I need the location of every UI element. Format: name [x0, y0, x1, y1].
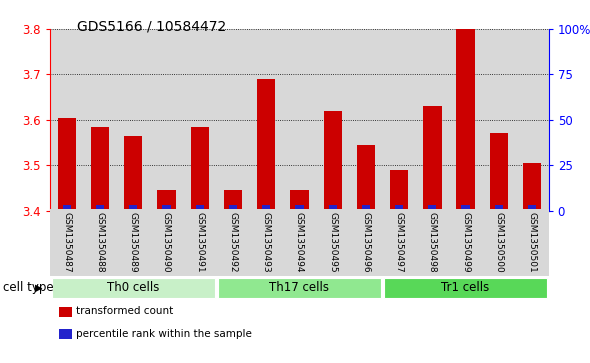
Text: GSM1350489: GSM1350489 [129, 212, 137, 273]
Text: Tr1 cells: Tr1 cells [441, 281, 490, 294]
Text: GSM1350496: GSM1350496 [362, 212, 371, 273]
Bar [158, 190, 176, 211]
Text: cell type: cell type [3, 281, 54, 294]
Text: Th0 cells: Th0 cells [107, 281, 159, 294]
Text: GSM1350492: GSM1350492 [228, 212, 237, 273]
Text: GSM1350491: GSM1350491 [195, 212, 204, 273]
Text: GSM1350501: GSM1350501 [527, 212, 536, 273]
Bar [296, 205, 303, 211]
Bar [162, 205, 171, 211]
Bar [257, 79, 276, 211]
Text: GSM1350488: GSM1350488 [96, 212, 104, 273]
Bar [357, 145, 375, 211]
Bar [457, 29, 475, 211]
Text: GSM1350500: GSM1350500 [494, 212, 503, 273]
Bar [229, 205, 237, 211]
Bar [390, 170, 408, 211]
FancyBboxPatch shape [218, 278, 381, 298]
Bar [262, 205, 270, 211]
Bar [191, 127, 209, 211]
Text: percentile rank within the sample: percentile rank within the sample [76, 329, 251, 339]
Bar [124, 136, 142, 211]
Text: GDS5166 / 10584472: GDS5166 / 10584472 [77, 20, 226, 34]
FancyBboxPatch shape [384, 278, 547, 298]
Text: GSM1350495: GSM1350495 [328, 212, 337, 273]
Text: GSM1350490: GSM1350490 [162, 212, 171, 273]
Text: Th17 cells: Th17 cells [270, 281, 329, 294]
Bar [495, 205, 503, 211]
Bar [423, 106, 441, 211]
Bar [129, 205, 137, 211]
Bar [490, 133, 508, 211]
Text: GSM1350487: GSM1350487 [63, 212, 71, 273]
Bar [428, 205, 437, 211]
Bar [290, 190, 309, 211]
Text: GSM1350497: GSM1350497 [395, 212, 404, 273]
Text: GSM1350494: GSM1350494 [295, 212, 304, 273]
Text: GSM1350499: GSM1350499 [461, 212, 470, 273]
Bar [91, 127, 109, 211]
Bar [523, 163, 541, 211]
FancyBboxPatch shape [52, 278, 215, 298]
Bar [323, 111, 342, 211]
Text: GSM1350493: GSM1350493 [262, 212, 271, 273]
Text: ▶: ▶ [35, 283, 42, 293]
Text: GSM1350498: GSM1350498 [428, 212, 437, 273]
Bar [395, 205, 403, 211]
Bar [58, 118, 76, 211]
Bar [528, 205, 536, 211]
Bar [362, 205, 370, 211]
Bar [224, 190, 242, 211]
Bar [96, 205, 104, 211]
Bar [63, 205, 71, 211]
Bar [329, 205, 337, 211]
Bar [196, 205, 204, 211]
Bar [461, 205, 470, 211]
Text: transformed count: transformed count [76, 306, 173, 317]
